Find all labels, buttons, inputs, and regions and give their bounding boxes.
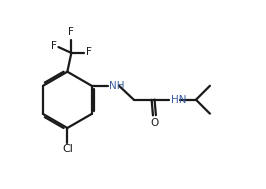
Text: F: F [51,41,57,51]
Text: NH: NH [109,81,125,91]
Text: F: F [68,27,74,37]
Text: HN: HN [171,95,186,105]
Text: F: F [86,47,92,57]
Text: O: O [150,119,159,129]
Text: Cl: Cl [62,144,73,154]
